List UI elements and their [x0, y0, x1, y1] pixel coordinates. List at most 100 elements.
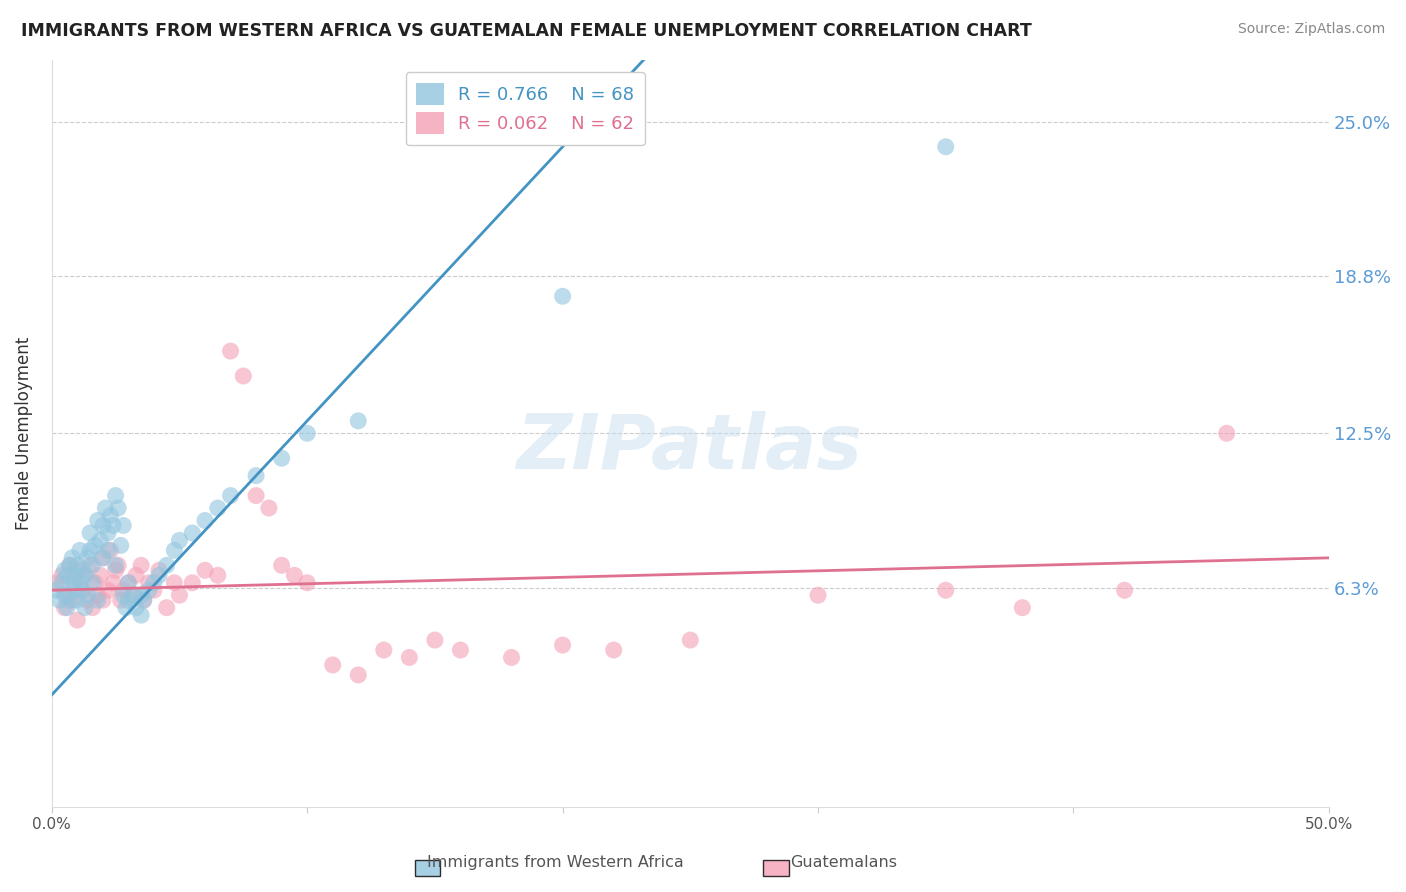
Point — [56, 588, 79, 602]
Point — [66, 613, 89, 627]
Point — [91, 550, 114, 565]
Point — [114, 600, 136, 615]
Point — [56, 568, 79, 582]
Point — [423, 633, 446, 648]
Point — [125, 568, 148, 582]
Point — [148, 568, 170, 582]
Text: IMMIGRANTS FROM WESTERN AFRICA VS GUATEMALAN FEMALE UNEMPLOYMENT CORRELATION CHA: IMMIGRANTS FROM WESTERN AFRICA VS GUATEM… — [21, 22, 1032, 40]
Point — [72, 583, 94, 598]
Point — [117, 575, 139, 590]
Point — [347, 414, 370, 428]
Point — [125, 600, 148, 615]
Point — [73, 600, 96, 615]
Point — [194, 514, 217, 528]
Point — [53, 600, 76, 615]
Point — [59, 558, 82, 573]
Point — [97, 583, 120, 598]
Point — [807, 588, 830, 602]
Point — [91, 593, 114, 607]
Point — [347, 668, 370, 682]
Point — [69, 543, 91, 558]
Point — [82, 558, 104, 573]
Point — [82, 575, 104, 590]
Point — [79, 525, 101, 540]
Point — [322, 657, 344, 672]
Point — [91, 518, 114, 533]
Point — [89, 533, 111, 548]
Point — [66, 563, 89, 577]
Point — [56, 600, 79, 615]
Point — [59, 593, 82, 607]
Point — [295, 575, 318, 590]
Point — [107, 501, 129, 516]
Point — [91, 550, 114, 565]
Point — [104, 489, 127, 503]
Point — [76, 593, 98, 607]
Point — [101, 518, 124, 533]
Point — [142, 575, 165, 590]
Point — [79, 543, 101, 558]
Point — [76, 550, 98, 565]
Point — [89, 568, 111, 582]
Point — [207, 568, 229, 582]
Y-axis label: Female Unemployment: Female Unemployment — [15, 336, 32, 530]
Point — [94, 501, 117, 516]
Point — [245, 489, 267, 503]
Point — [60, 550, 83, 565]
Point — [87, 593, 110, 607]
Point — [100, 543, 122, 558]
Legend: R = 0.766    N = 68, R = 0.062    N = 62: R = 0.766 N = 68, R = 0.062 N = 62 — [405, 72, 645, 145]
Point — [122, 588, 145, 602]
Text: Guatemalans: Guatemalans — [790, 855, 897, 870]
Point — [207, 501, 229, 516]
Point — [1114, 583, 1136, 598]
Text: ZIPatlas: ZIPatlas — [517, 411, 863, 485]
Point — [63, 568, 86, 582]
Point — [935, 583, 957, 598]
Point — [551, 289, 574, 303]
Point — [63, 575, 86, 590]
Point — [110, 593, 132, 607]
Point — [270, 451, 292, 466]
Point — [104, 563, 127, 577]
Point — [82, 600, 104, 615]
Point — [112, 518, 135, 533]
Point — [72, 583, 94, 598]
Point — [129, 588, 152, 602]
Point — [122, 588, 145, 602]
Point — [501, 650, 523, 665]
Point — [107, 558, 129, 573]
Point — [156, 558, 179, 573]
Point — [148, 563, 170, 577]
Point — [449, 643, 471, 657]
Point — [59, 558, 82, 573]
Point — [101, 575, 124, 590]
Point — [60, 593, 83, 607]
Point — [117, 575, 139, 590]
Point — [257, 501, 280, 516]
Point — [219, 489, 242, 503]
Point — [73, 568, 96, 582]
Point — [72, 563, 94, 577]
Point — [66, 593, 89, 607]
Point — [373, 643, 395, 657]
Point — [51, 575, 73, 590]
Point — [163, 543, 186, 558]
Point — [45, 575, 67, 590]
Point — [48, 593, 70, 607]
Point — [84, 575, 107, 590]
Point — [935, 140, 957, 154]
Point — [69, 575, 91, 590]
Point — [112, 583, 135, 598]
Point — [602, 643, 624, 657]
Point — [219, 344, 242, 359]
Point — [110, 538, 132, 552]
Point — [45, 583, 67, 598]
Point — [169, 533, 191, 548]
Point — [79, 558, 101, 573]
Point — [194, 563, 217, 577]
Point — [129, 558, 152, 573]
Point — [169, 588, 191, 602]
Point — [132, 593, 155, 607]
Text: Source: ZipAtlas.com: Source: ZipAtlas.com — [1237, 22, 1385, 37]
